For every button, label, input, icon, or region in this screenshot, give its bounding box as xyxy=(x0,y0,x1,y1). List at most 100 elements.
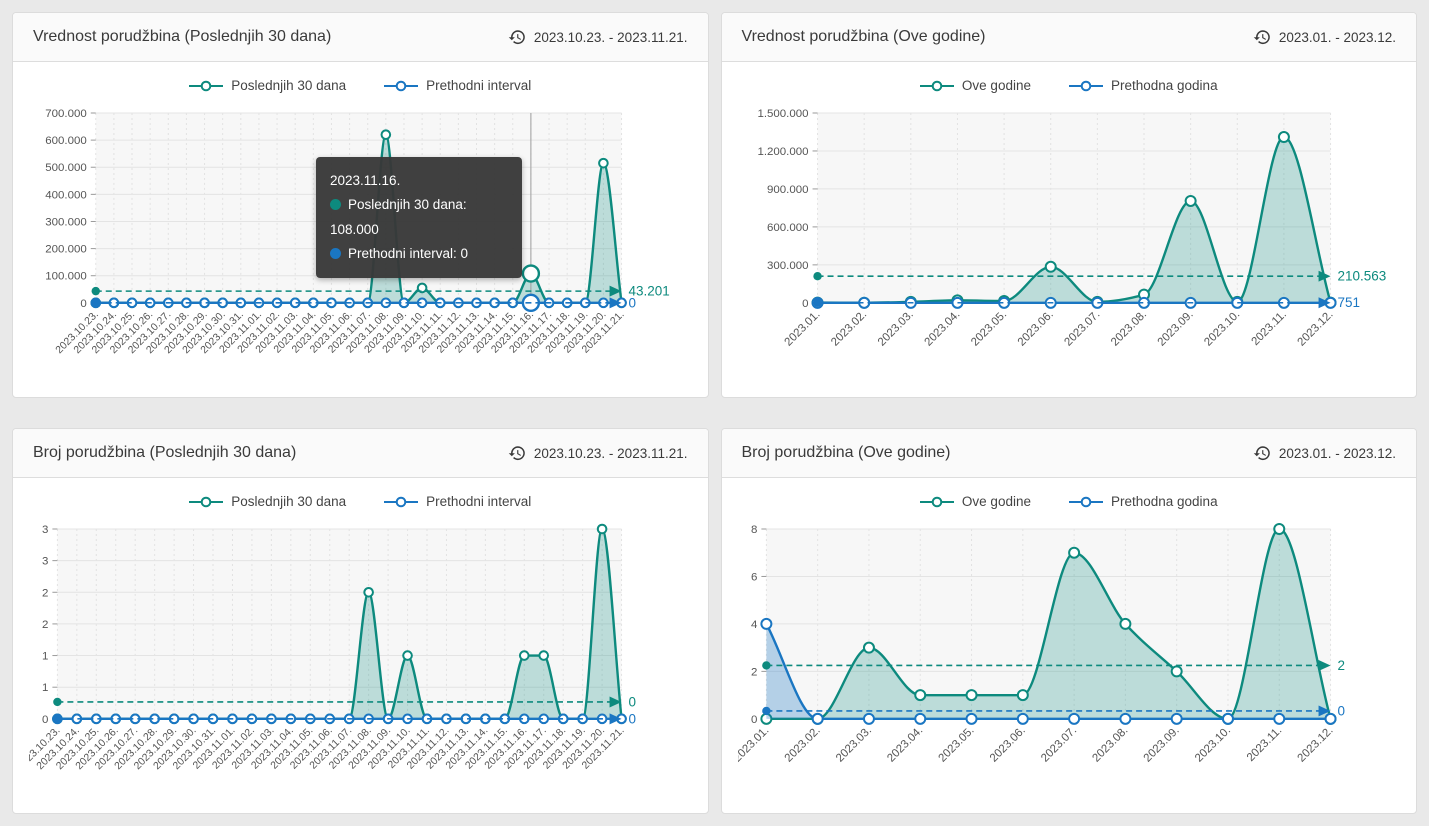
svg-text:600.000: 600.000 xyxy=(45,135,87,147)
svg-text:200.000: 200.000 xyxy=(45,244,87,256)
svg-text:4: 4 xyxy=(751,619,758,631)
svg-text:2023.03.: 2023.03. xyxy=(875,308,915,348)
legend-marker-icon xyxy=(919,496,954,507)
svg-text:3: 3 xyxy=(42,524,48,536)
legend-label: Prethodna godina xyxy=(1110,78,1218,93)
legend-item[interactable]: Prethodni interval xyxy=(384,78,531,93)
svg-text:43.201: 43.201 xyxy=(629,284,670,299)
svg-text:2023.05.: 2023.05. xyxy=(969,308,1009,348)
panel-body: Poslednjih 30 dana Prethodni interval 700… xyxy=(13,62,708,397)
svg-text:1: 1 xyxy=(42,682,48,694)
svg-text:2023.01.: 2023.01. xyxy=(782,308,822,348)
panel-header: Broj porudžbina (Ove godine) 2023.01. - … xyxy=(721,429,1416,478)
legend-item[interactable]: Prethodna godina xyxy=(1068,494,1218,509)
line-chart-canvas[interactable]: 3322110002023.10.23.2023.10.24.2023.10.2… xyxy=(29,515,692,797)
legend-label: Poslednjih 30 dana xyxy=(231,494,347,509)
panel-count-this-year: Broj porudžbina (Ove godine) 2023.01. - … xyxy=(720,428,1417,814)
svg-text:0: 0 xyxy=(42,714,48,726)
svg-text:400.000: 400.000 xyxy=(45,189,87,201)
svg-text:2023.11.: 2023.11. xyxy=(1244,724,1283,763)
line-chart-canvas[interactable]: 700.000 600.000 500.000 400.000 300.000 200.0… xyxy=(29,99,692,381)
svg-text:300.000: 300.000 xyxy=(767,260,809,272)
panel-value-last-30-days: Vrednost porudžbina (Poslednjih 30 dana)… xyxy=(12,12,709,398)
date-range-selector[interactable]: 2023.10.23. - 2023.11.21. xyxy=(508,444,688,462)
svg-text:1.200.000: 1.200.000 xyxy=(757,146,808,158)
svg-text:210.563: 210.563 xyxy=(1337,269,1386,284)
svg-text:2023.09.: 2023.09. xyxy=(1155,308,1195,348)
legend-marker-icon xyxy=(384,496,419,507)
legend-label: Poslednjih 30 dana xyxy=(231,78,347,93)
svg-text:0: 0 xyxy=(629,694,636,709)
chart-legend: Poslednjih 30 dana Prethodni interval xyxy=(29,494,692,509)
svg-text:2: 2 xyxy=(42,587,48,599)
svg-text:0: 0 xyxy=(802,298,808,310)
svg-text:2: 2 xyxy=(1337,658,1345,673)
svg-text:2023.10.: 2023.10. xyxy=(1192,724,1232,764)
svg-text:8: 8 xyxy=(751,524,757,536)
panel-body: Ove godine Prethodna godina 8 6 4 2 0 2 0 2023.0… xyxy=(722,478,1417,813)
svg-text:500.000: 500.000 xyxy=(45,162,87,174)
panel-header: Vrednost porudžbina (Poslednjih 30 dana)… xyxy=(13,13,708,62)
svg-text:100.000: 100.000 xyxy=(45,271,87,283)
history-icon xyxy=(1253,28,1271,46)
svg-text:600.000: 600.000 xyxy=(767,222,809,234)
legend-marker-icon xyxy=(384,80,419,91)
svg-text:2023.07.: 2023.07. xyxy=(1039,724,1079,764)
svg-text:2023.11.: 2023.11. xyxy=(1249,308,1288,347)
svg-text:2: 2 xyxy=(42,619,48,631)
svg-text:2023.02.: 2023.02. xyxy=(782,724,822,764)
date-range-label: 2023.10.23. - 2023.11.21. xyxy=(533,29,688,45)
svg-text:2023.04.: 2023.04. xyxy=(922,308,962,348)
legend-label: Prethodni interval xyxy=(426,494,532,509)
legend-item[interactable]: Prethodna godina xyxy=(1068,78,1218,93)
svg-text:0: 0 xyxy=(751,714,757,726)
svg-text:2023.12.: 2023.12. xyxy=(1295,724,1335,764)
svg-text:0: 0 xyxy=(1337,703,1345,718)
panel-body: Ove godine Prethodna godina 1.500.000 1.20… xyxy=(722,62,1417,397)
date-range-label: 2023.01. - 2023.12. xyxy=(1278,445,1396,461)
legend-item[interactable]: Poslednjih 30 dana xyxy=(189,494,346,509)
legend-item[interactable]: Ove godine xyxy=(919,494,1031,509)
svg-text:2023.04.: 2023.04. xyxy=(885,724,925,764)
svg-text:2023.06.: 2023.06. xyxy=(1015,308,1055,348)
legend-label: Ove godine xyxy=(961,494,1031,509)
panel-value-this-year: Vrednost porudžbina (Ove godine) 2023.01… xyxy=(720,12,1417,398)
legend-marker-icon xyxy=(189,496,224,507)
svg-text:900.000: 900.000 xyxy=(767,184,809,196)
svg-text:2023.12.: 2023.12. xyxy=(1295,308,1335,348)
svg-text:2023.05.: 2023.05. xyxy=(936,724,976,764)
svg-text:6: 6 xyxy=(751,571,757,583)
date-range-label: 2023.10.23. - 2023.11.21. xyxy=(533,445,688,461)
legend-marker-icon xyxy=(1068,80,1103,91)
svg-text:1.500.000: 1.500.000 xyxy=(757,108,808,120)
legend-marker-icon xyxy=(1068,496,1103,507)
svg-text:2023.08.: 2023.08. xyxy=(1090,724,1130,764)
history-icon xyxy=(1253,444,1271,462)
svg-text:0: 0 xyxy=(80,298,86,310)
date-range-selector[interactable]: 2023.01. - 2023.12. xyxy=(1253,444,1396,462)
svg-text:1: 1 xyxy=(42,651,48,663)
chart-area: 1.500.000 1.200.000 900.000 600.000 300.000 0… xyxy=(738,99,1401,391)
svg-text:2023.01.: 2023.01. xyxy=(738,724,772,764)
svg-text:2023.06.: 2023.06. xyxy=(987,724,1027,764)
line-chart-canvas[interactable]: 1.500.000 1.200.000 900.000 600.000 300.000 0… xyxy=(738,99,1401,381)
legend-marker-icon xyxy=(189,80,224,91)
date-range-selector[interactable]: 2023.10.23. - 2023.11.21. xyxy=(508,28,688,46)
legend-label: Prethodni interval xyxy=(426,78,532,93)
svg-text:2023.02.: 2023.02. xyxy=(829,308,869,348)
svg-text:3: 3 xyxy=(42,556,48,568)
panel-header: Broj porudžbina (Poslednjih 30 dana) 202… xyxy=(13,429,708,478)
date-range-label: 2023.01. - 2023.12. xyxy=(1278,29,1396,45)
date-range-selector[interactable]: 2023.01. - 2023.12. xyxy=(1253,28,1396,46)
legend-item[interactable]: Ove godine xyxy=(919,78,1031,93)
legend-item[interactable]: Prethodni interval xyxy=(384,494,531,509)
history-icon xyxy=(508,444,526,462)
svg-text:2023.03.: 2023.03. xyxy=(833,724,873,764)
chart-legend: Poslednjih 30 dana Prethodni interval xyxy=(29,78,692,93)
legend-item[interactable]: Poslednjih 30 dana xyxy=(189,78,346,93)
chart-legend: Ove godine Prethodna godina xyxy=(738,494,1401,509)
svg-text:0: 0 xyxy=(629,295,636,310)
legend-label: Ove godine xyxy=(961,78,1031,93)
svg-text:2023.10.: 2023.10. xyxy=(1202,308,1242,348)
